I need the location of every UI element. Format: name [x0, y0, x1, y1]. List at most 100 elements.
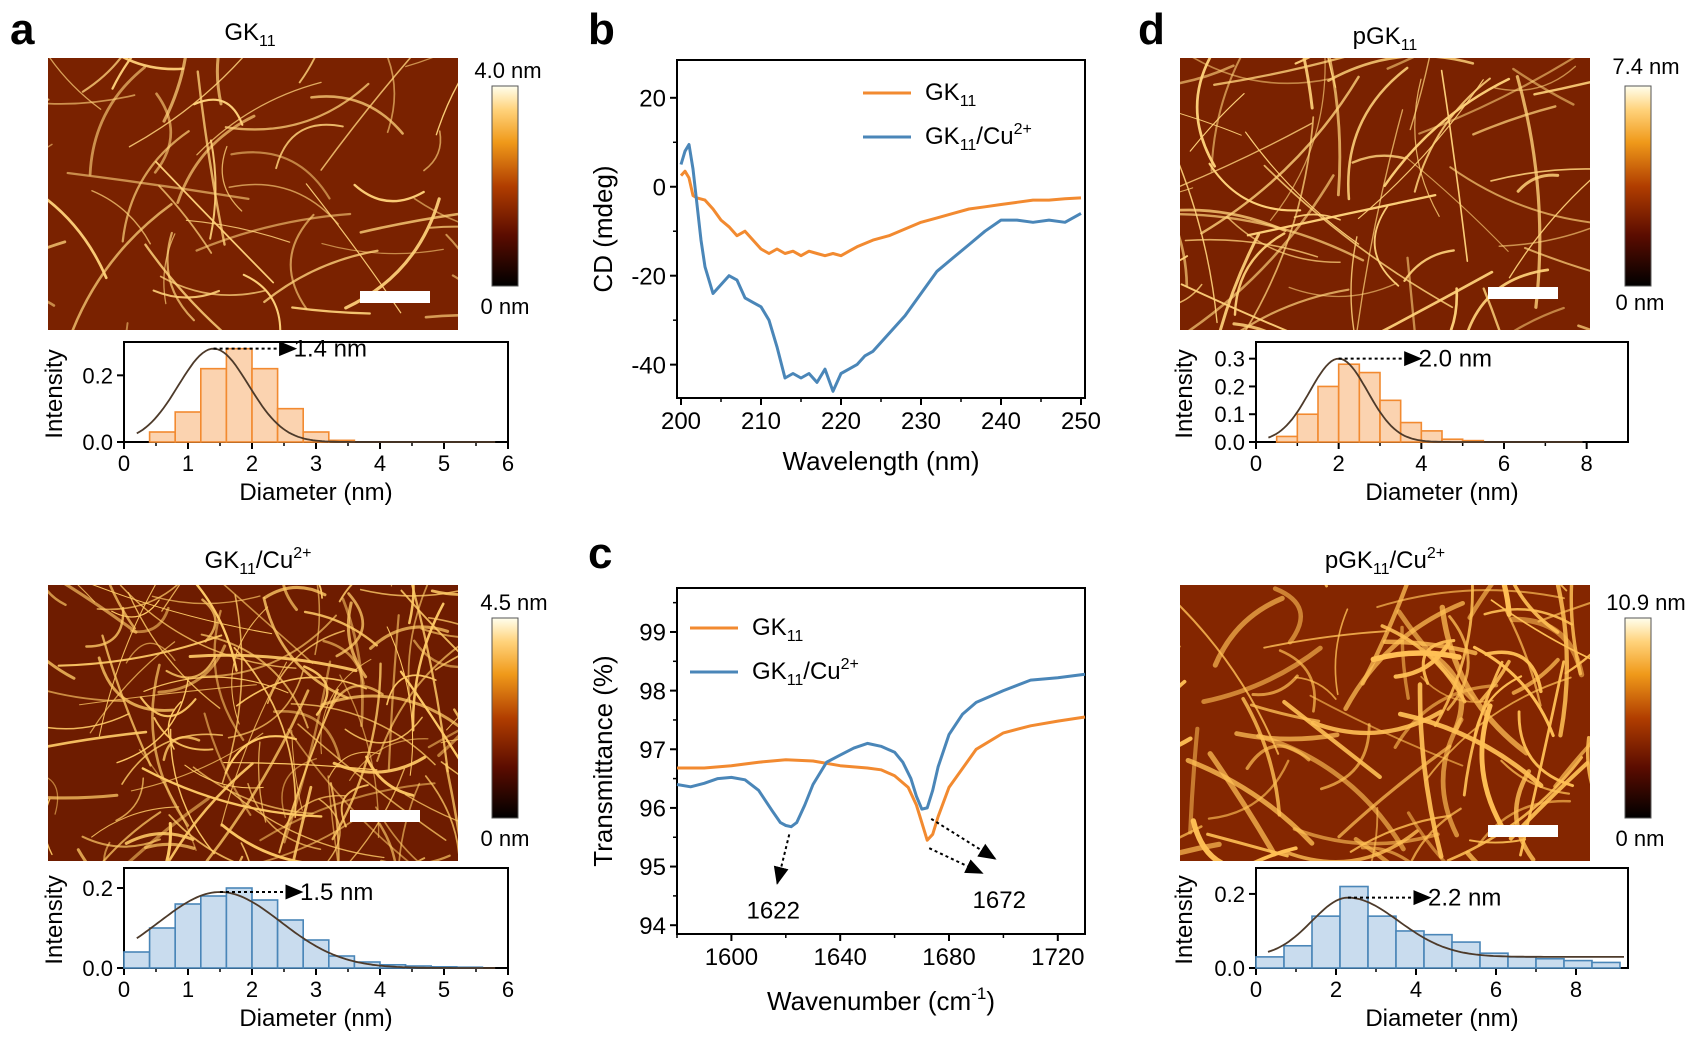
afm-fiber	[1537, 601, 1590, 623]
histogram-bar	[1311, 915, 1341, 969]
afm-fiber	[427, 617, 458, 625]
afm-fiber	[1180, 283, 1288, 330]
afm-fiber	[272, 710, 341, 761]
colorbar	[491, 85, 519, 287]
afm-fiber	[235, 676, 367, 707]
afm-fiber	[1569, 585, 1583, 676]
afm-fiber	[1309, 694, 1464, 767]
x-tick-label: 6	[1490, 977, 1502, 1002]
afm-fiber	[111, 599, 160, 618]
afm-fiber	[230, 151, 331, 200]
afm-fiber	[122, 58, 185, 71]
afm-fiber	[1513, 769, 1536, 861]
afm-fiber	[121, 130, 190, 243]
afm-fiber	[233, 646, 297, 819]
histogram-bar	[1275, 435, 1299, 443]
afm-fiber	[1439, 604, 1530, 756]
colorbar-max-label: 4.5 nm	[480, 590, 547, 615]
afm-fiber	[224, 82, 370, 131]
afm-fiber	[223, 785, 385, 859]
afm-fiber	[89, 641, 176, 734]
histogram-bar	[276, 919, 305, 969]
afm-fiber	[1180, 604, 1280, 755]
afm-fiber	[139, 696, 197, 718]
afm-fiber	[257, 741, 267, 823]
afm-fiber	[1294, 676, 1337, 700]
afm-title-gk11-cu: GK11/Cu2+	[205, 545, 312, 578]
x-tick-label: 4	[374, 977, 386, 1002]
afm-fiber	[1180, 64, 1235, 85]
x-tick-label: 1600	[705, 944, 758, 971]
y-axis-title: Intensity	[1171, 875, 1198, 964]
afm-fiber	[121, 733, 224, 785]
afm-fiber	[1334, 608, 1349, 696]
afm-fiber	[200, 633, 309, 729]
afm-fiber	[153, 92, 173, 174]
colorbar-min-label: 0 nm	[481, 294, 530, 319]
afm-fiber	[203, 712, 252, 817]
afm-fiber	[445, 233, 458, 250]
panel-letter-d: d	[1138, 5, 1165, 54]
histogram-bar	[1367, 915, 1397, 969]
afm-fiber	[165, 654, 217, 679]
afm-fiber	[1263, 630, 1388, 649]
plot-frame	[676, 59, 1086, 399]
afm-fiber	[128, 58, 244, 148]
afm-fiber	[221, 145, 243, 212]
afm-fiber	[278, 688, 339, 854]
afm-fiber	[320, 58, 412, 171]
afm-fiber	[359, 212, 458, 234]
afm-image-pgk11: pGK11 7.4 nm 0 nm	[1180, 23, 1680, 330]
afm-fiber	[386, 674, 437, 706]
afm-fiber	[155, 160, 275, 284]
x-tick-label: 4	[1410, 977, 1422, 1002]
afm-fiber	[1327, 58, 1475, 82]
afm-fiber	[48, 690, 125, 703]
afm-fiber	[444, 763, 458, 836]
y-tick-label: 0.0	[82, 430, 113, 455]
plot-frame	[676, 587, 1086, 935]
afm-fiber	[124, 831, 195, 845]
histogram-pgk11: 0 2 4 6 8 0.0 0.1 0.20.3 2.0 nm Diameter (nm) Inte…	[1171, 341, 1629, 506]
afm-fiber	[1555, 585, 1570, 738]
y-axis-title: Transmittance (%)	[588, 655, 618, 866]
afm-fiber	[1187, 174, 1335, 330]
scale-bar	[1488, 287, 1558, 299]
afm-fiber	[48, 713, 130, 730]
afm-fiber	[338, 585, 353, 603]
afm-fiber	[1180, 283, 1203, 304]
afm-fiber	[411, 585, 449, 773]
afm-fiber	[1467, 585, 1494, 620]
afm-fiber	[1180, 841, 1222, 856]
afm-fiber	[1523, 246, 1590, 272]
y-tick-label: -20	[631, 263, 666, 290]
afm-fiber	[48, 777, 59, 815]
histogram-bar	[1337, 363, 1361, 443]
histogram-bar	[1283, 944, 1313, 969]
afm-fiber	[1414, 78, 1440, 217]
afm-fiber	[48, 143, 53, 148]
y-tick-label: 94	[639, 913, 666, 940]
afm-fiber	[1472, 105, 1557, 136]
afm-fiber	[387, 614, 400, 771]
y-tick-label: 99	[639, 620, 666, 647]
annotation-arrow	[930, 817, 997, 860]
afm-fiber	[1256, 733, 1406, 852]
y-axis-title: Intensity	[41, 349, 68, 438]
afm-frame	[48, 58, 458, 330]
afm-fiber	[168, 814, 235, 861]
y-tick-label: 96	[639, 796, 666, 823]
x-tick-label: 0	[1250, 451, 1262, 476]
afm-fiber	[1282, 829, 1419, 861]
afm-fiber	[48, 98, 50, 101]
afm-fiber	[49, 58, 102, 110]
cd-spectrum-chart: 200 210 220 230 240 250 -40 -20 0 20 GK11 GK11/Cu2+…	[588, 59, 1101, 476]
y-tick-label: 0.1	[1214, 402, 1245, 427]
afm-fiber	[1188, 726, 1200, 835]
afm-fiber	[1482, 287, 1501, 330]
afm-fiber	[1479, 703, 1504, 829]
afm-fiber	[184, 764, 264, 789]
afm-fiber	[291, 785, 313, 861]
colorbar	[1624, 617, 1652, 819]
afm-fiber	[424, 314, 458, 319]
